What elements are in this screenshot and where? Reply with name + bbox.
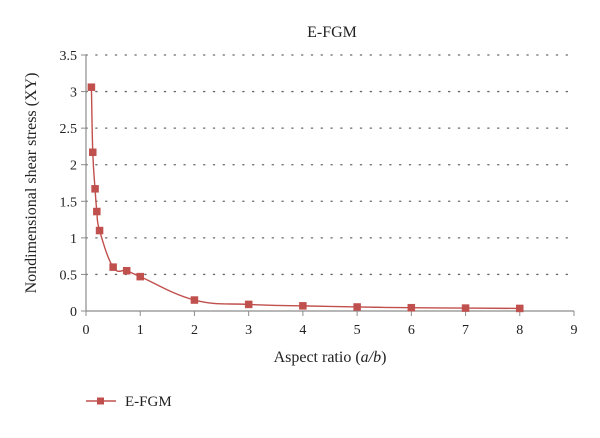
x-tick-label: 9: [571, 323, 578, 338]
x-tick-label: 4: [299, 323, 306, 338]
y-tick-label: 0.5: [60, 268, 78, 283]
x-tick-label: 6: [408, 323, 415, 338]
legend-marker: [97, 397, 104, 405]
data-point: [516, 304, 524, 313]
data-point: [109, 263, 117, 271]
series-line: [90, 87, 520, 310]
x-tick-label: 2: [191, 323, 198, 338]
y-tick-label: 2.5: [60, 122, 78, 137]
series: [87, 83, 524, 313]
legend: E-FGM: [86, 394, 172, 410]
chart-title: E-FGM: [307, 24, 357, 41]
data-point: [353, 303, 361, 311]
data-point: [91, 185, 99, 193]
axes: [85, 55, 574, 312]
x-axis-label: Aspect ratio (a/b): [274, 349, 387, 366]
y-tick-label: 2: [70, 159, 77, 174]
data-point: [122, 267, 131, 275]
data-point: [461, 304, 470, 312]
y-tick-label: 1.5: [60, 195, 78, 210]
x-tick-label: 8: [516, 323, 523, 338]
y-tick-label: 0: [70, 305, 77, 320]
data-point: [87, 83, 96, 91]
y-tick-label: 3: [70, 86, 77, 101]
x-tick-label: 7: [462, 323, 469, 338]
y-tick-label: 1: [70, 232, 77, 247]
data-point: [136, 272, 144, 281]
tick-labels: 0 0.5 1 1.5 2 2.5 3 3.5 0 1 2 3 4 5 6 7 8 9: [60, 49, 578, 338]
grid: [85, 54, 575, 276]
data-point: [89, 148, 97, 157]
y-tick-label: 3.5: [60, 49, 78, 64]
data-point: [407, 303, 416, 312]
x-tick-label: 5: [354, 323, 361, 338]
legend-label: E-FGM: [125, 394, 172, 410]
x-tick-label: 3: [245, 323, 252, 338]
data-point: [190, 296, 199, 304]
data-point: [93, 207, 101, 216]
data-point: [95, 226, 104, 235]
x-tick-label: 1: [137, 323, 144, 338]
data-point: [299, 302, 307, 310]
x-tick-label: 0: [83, 323, 90, 338]
y-axis-label: Nondimensional shear stress (XY): [23, 73, 40, 294]
data-point: [244, 300, 253, 309]
